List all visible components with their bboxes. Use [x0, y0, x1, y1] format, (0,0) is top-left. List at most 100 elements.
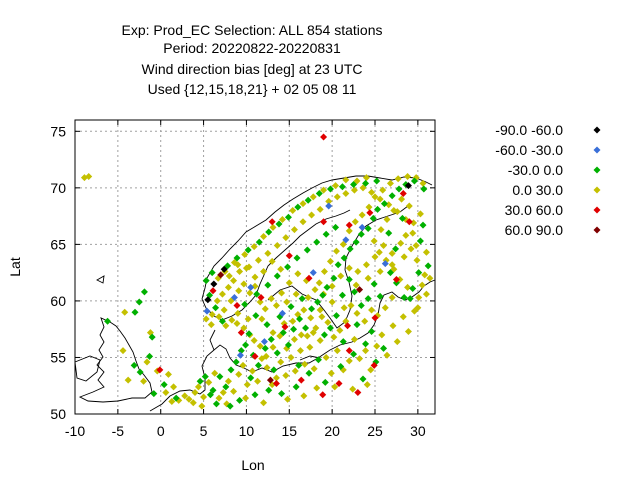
data-point [421, 271, 429, 279]
data-point [346, 245, 354, 253]
data-point [404, 182, 412, 190]
data-point [332, 312, 340, 320]
data-point [237, 347, 245, 355]
data-point [278, 309, 286, 317]
data-point [254, 256, 262, 264]
data-point [290, 335, 298, 343]
data-point [404, 283, 412, 291]
data-point [253, 290, 261, 298]
data-point [295, 361, 303, 369]
data-point [312, 324, 320, 332]
data-point [397, 239, 405, 247]
data-point [240, 280, 248, 288]
data-point [143, 358, 151, 366]
data-point [345, 221, 353, 229]
data-point [209, 287, 217, 295]
data-point [339, 338, 347, 346]
data-point [282, 372, 290, 380]
data-point [406, 295, 414, 303]
x-tick-label: -5 [112, 423, 125, 439]
data-point [373, 342, 381, 350]
data-point [359, 184, 367, 192]
data-point [321, 378, 329, 386]
data-point [250, 243, 258, 251]
data-point [225, 272, 233, 280]
data-point [305, 369, 313, 377]
data-point [415, 269, 423, 277]
data-point [294, 203, 302, 211]
data-point [292, 290, 300, 298]
data-point [350, 186, 358, 194]
data-point [378, 331, 386, 339]
x-tick-label: 5 [200, 423, 208, 439]
x-tick-label: 25 [367, 423, 383, 439]
x-tick-label: 20 [324, 423, 340, 439]
data-point [304, 196, 312, 204]
data-point [311, 286, 319, 294]
data-point [289, 206, 297, 214]
data-point [365, 203, 373, 211]
data-point [315, 279, 323, 287]
data-point [218, 290, 226, 298]
data-point [272, 301, 280, 309]
data-point [262, 352, 270, 360]
data-point [371, 193, 379, 201]
data-point [189, 399, 197, 407]
chart-title: Exp: Prod_EC Selection: ALL 854 stations… [122, 22, 383, 97]
data-point [358, 223, 366, 231]
data-point [236, 268, 244, 276]
y-tick-label: 55 [50, 349, 66, 365]
data-point [313, 384, 321, 392]
data-point [196, 377, 204, 385]
data-point [393, 208, 401, 216]
data-point [284, 395, 292, 403]
data-point [370, 361, 378, 369]
data-point [415, 294, 423, 302]
data-point [322, 353, 330, 361]
data-point [326, 324, 334, 332]
data-point [282, 234, 290, 242]
data-point [368, 188, 376, 196]
data-point [380, 200, 388, 208]
data-point [388, 249, 396, 257]
data-point [419, 179, 427, 187]
data-point [243, 381, 251, 389]
data-point [251, 273, 259, 281]
data-point [277, 265, 285, 273]
data-point [230, 277, 238, 285]
data-point [260, 232, 268, 240]
x-tick-label: -10 [65, 423, 85, 439]
data-point [342, 236, 350, 244]
data-point [237, 329, 245, 337]
data-point [269, 329, 277, 337]
data-point [202, 315, 210, 323]
data-point [244, 246, 252, 254]
data-point [181, 392, 189, 400]
data-point [272, 379, 280, 387]
data-point [235, 287, 243, 295]
data-point [376, 268, 384, 276]
data-point [299, 218, 307, 226]
data-point [371, 253, 379, 261]
title-line-2: Period: 20220822-20220831 [163, 40, 341, 56]
data-point [305, 274, 313, 282]
data-point [366, 209, 374, 217]
data-point [208, 310, 216, 318]
x-axis-label: Lon [241, 457, 264, 473]
data-point [185, 395, 193, 403]
data-point [405, 218, 413, 226]
data-point [325, 202, 333, 210]
data-point [236, 351, 244, 359]
data-point [426, 274, 434, 282]
data-point [400, 253, 408, 261]
data-point [371, 314, 379, 322]
data-point [330, 274, 338, 282]
data-point [136, 368, 144, 376]
data-point [247, 374, 255, 382]
data-point [241, 300, 249, 308]
data-point [252, 312, 260, 320]
data-point [261, 305, 269, 313]
data-point [222, 383, 230, 391]
data-point [407, 245, 415, 253]
data-point [368, 327, 376, 335]
